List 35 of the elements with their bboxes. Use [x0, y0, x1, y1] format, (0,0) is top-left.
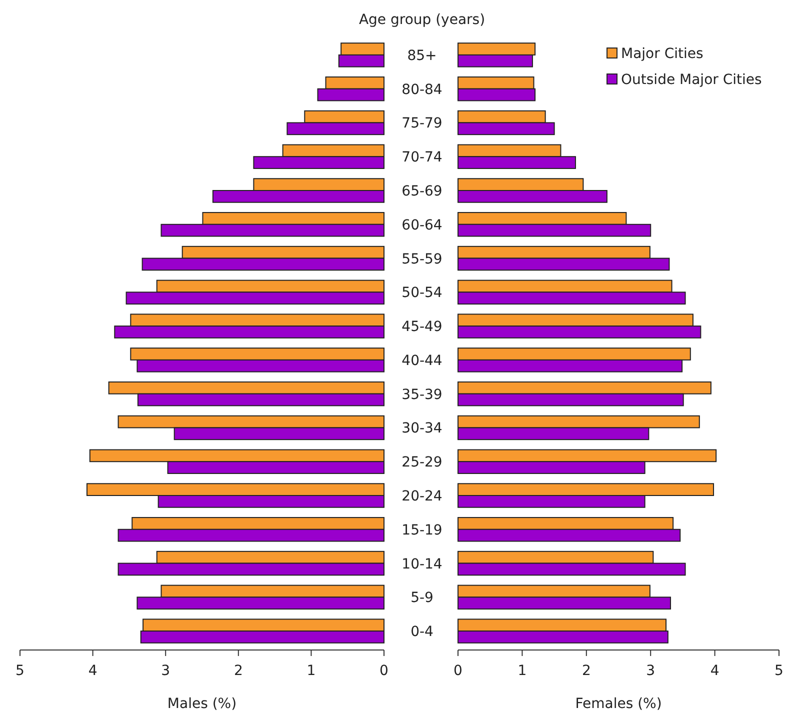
x-tick-label: 3	[161, 663, 170, 679]
y-tick-label: 30-34	[402, 420, 442, 437]
x-tick-label: 0	[454, 663, 462, 679]
y-tick-label: 25-29	[402, 454, 442, 471]
y-tick-label: 0-4	[410, 624, 434, 640]
y-tick-label: 40-44	[402, 352, 442, 369]
y-tick-label: 20-24	[402, 488, 442, 504]
y-tick-label: 50-54	[402, 285, 442, 302]
x-tick-label: 4	[710, 663, 720, 679]
x-axis-title: Females (%)	[575, 696, 662, 712]
x-tick-label: 2	[234, 663, 243, 679]
x-axis-title: Males (%)	[167, 696, 237, 712]
x-tick-label: 4	[88, 663, 98, 679]
legend-label: Outside Major Cities	[621, 72, 762, 88]
y-tick-label: 35-39	[402, 386, 442, 403]
x-tick-label: 0	[380, 663, 388, 679]
y-tick-label: 65-69	[402, 184, 442, 200]
y-tick-label: 45-49	[402, 319, 442, 336]
y-tick-label: 80-84	[402, 82, 442, 98]
x-tick-label: 5	[774, 663, 784, 679]
x-tick-label: 1	[518, 663, 527, 679]
x-tick-label: 3	[646, 663, 656, 679]
y-tick-label: 60-64	[402, 217, 442, 234]
y-axis-title: Age group (years)	[358, 12, 486, 28]
y-tick-label: 5-9	[410, 590, 434, 606]
y-tick-label: 75-79	[402, 116, 442, 132]
y-tick-label: 55-59	[402, 251, 442, 268]
x-tick-label: 1	[306, 663, 316, 679]
x-tick-label: 5	[16, 663, 24, 679]
y-tick-label: 70-74	[402, 150, 442, 166]
y-tick-label: 15-19	[402, 522, 442, 538]
x-tick-label: 2	[582, 663, 591, 679]
y-tick-label: 10-14	[402, 556, 442, 572]
legend-label: Major Cities	[621, 46, 704, 62]
y-tick-label: 85+	[407, 48, 437, 64]
